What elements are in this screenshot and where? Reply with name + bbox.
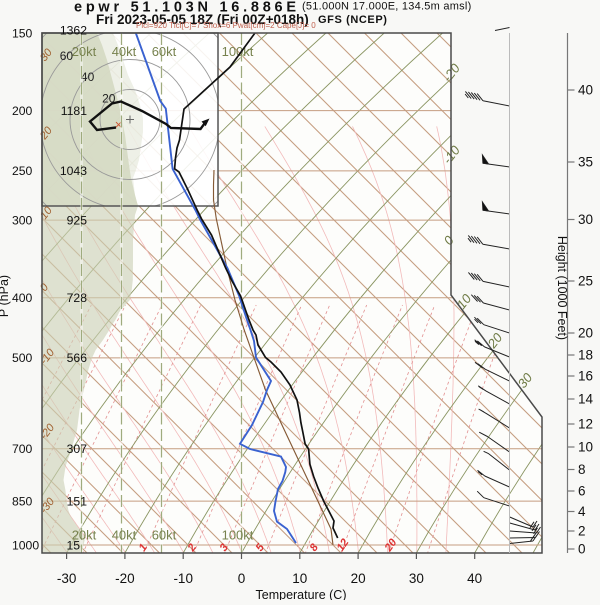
- svg-text:-10: -10: [173, 571, 193, 586]
- svg-text:0: 0: [578, 542, 586, 557]
- svg-text:18: 18: [578, 348, 593, 363]
- svg-text:Plcl=920 Tlcl[C]=7 Shox=6 Pwat: Plcl=920 Tlcl[C]=7 Shox=6 Pwat[cm]=2 Cap…: [136, 21, 316, 30]
- svg-text:GFS (NCEP): GFS (NCEP): [318, 14, 388, 26]
- svg-text:307: 307: [67, 442, 88, 456]
- svg-text:epwr 51.103N 16.886E: epwr 51.103N 16.886E: [74, 0, 300, 16]
- svg-text:3: 3: [218, 542, 231, 554]
- svg-text:40: 40: [467, 571, 482, 586]
- svg-text:20: 20: [351, 571, 366, 586]
- svg-text:60: 60: [60, 49, 74, 63]
- svg-text:400: 400: [12, 291, 33, 305]
- svg-text:10: 10: [292, 571, 307, 586]
- svg-text:6: 6: [578, 484, 586, 499]
- svg-text:-20: -20: [115, 571, 135, 586]
- svg-text:25: 25: [578, 274, 593, 289]
- svg-text:20: 20: [578, 326, 593, 341]
- svg-text:700: 700: [12, 442, 33, 456]
- svg-text:250: 250: [12, 164, 33, 178]
- svg-text:100kt: 100kt: [222, 44, 254, 59]
- svg-text:150: 150: [12, 26, 33, 40]
- svg-text:20: 20: [102, 91, 116, 105]
- svg-text:200: 200: [12, 104, 33, 118]
- svg-text:566: 566: [67, 351, 88, 365]
- svg-text:60kt: 60kt: [152, 44, 177, 59]
- svg-text:Temperature (C): Temperature (C): [256, 588, 347, 600]
- svg-text:151: 151: [67, 494, 88, 508]
- svg-text:10: 10: [578, 440, 593, 455]
- svg-text:40: 40: [81, 70, 95, 84]
- svg-text:1: 1: [137, 542, 150, 554]
- svg-text:40: 40: [578, 83, 593, 98]
- svg-text:15: 15: [66, 538, 80, 552]
- svg-text:100kt: 100kt: [222, 528, 254, 543]
- svg-text:16: 16: [578, 369, 593, 384]
- svg-text:(51.000N 17.000E, 134.5m amsl): (51.000N 17.000E, 134.5m amsl): [302, 1, 472, 13]
- svg-text:×: ×: [115, 117, 123, 132]
- svg-text:20kt: 20kt: [72, 528, 97, 543]
- svg-text:20kt: 20kt: [72, 44, 97, 59]
- svg-text:35: 35: [578, 155, 593, 170]
- svg-text:850: 850: [12, 494, 33, 508]
- svg-text:Fri 2023-05-05 18Z (Fri 00Z+01: Fri 2023-05-05 18Z (Fri 00Z+018h): [96, 12, 309, 27]
- svg-text:1362: 1362: [60, 23, 87, 37]
- svg-text:2: 2: [578, 524, 586, 539]
- svg-text:60kt: 60kt: [152, 528, 177, 543]
- svg-text:14: 14: [578, 392, 594, 407]
- svg-text:P (hPa): P (hPa): [0, 275, 11, 317]
- svg-text:40kt: 40kt: [112, 528, 137, 543]
- svg-text:500: 500: [12, 351, 33, 365]
- svg-text:1000: 1000: [12, 538, 39, 552]
- svg-text:8: 8: [578, 462, 586, 477]
- svg-text:728: 728: [67, 291, 88, 305]
- svg-text:300: 300: [12, 213, 33, 227]
- svg-text:30: 30: [409, 571, 424, 586]
- svg-text:Height (1000 Feet): Height (1000 Feet): [555, 236, 569, 340]
- svg-text:0: 0: [238, 571, 246, 586]
- svg-text:40kt: 40kt: [112, 44, 137, 59]
- svg-text:1181: 1181: [61, 104, 87, 118]
- svg-text:925: 925: [67, 213, 88, 227]
- svg-text:12: 12: [578, 417, 593, 432]
- svg-text:30: 30: [578, 212, 593, 227]
- svg-text:-30: -30: [57, 571, 77, 586]
- svg-text:4: 4: [578, 504, 586, 519]
- svg-text:12: 12: [335, 537, 352, 554]
- svg-text:1043: 1043: [60, 164, 87, 178]
